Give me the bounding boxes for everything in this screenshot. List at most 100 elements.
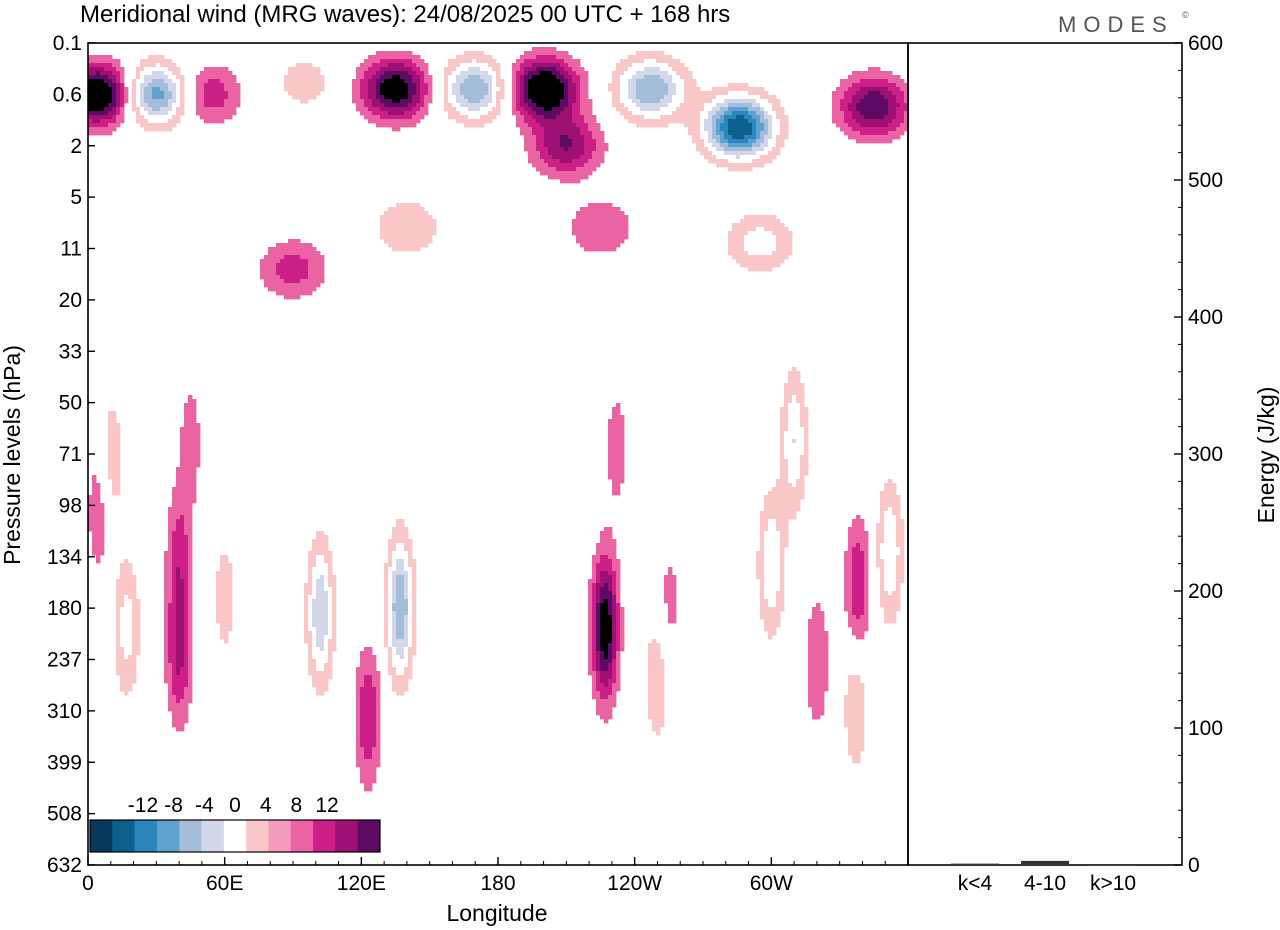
contour-cell	[832, 103, 837, 108]
contour-cell	[420, 67, 425, 72]
contour-cell	[600, 531, 605, 536]
contour-cell	[764, 139, 769, 144]
contour-cell	[620, 467, 625, 472]
contour-cell	[768, 519, 773, 524]
contour-cell	[760, 575, 765, 580]
contour-cell	[316, 587, 321, 592]
contour-cell	[268, 279, 273, 284]
contour-cell	[704, 131, 709, 136]
contour-cell	[232, 75, 237, 80]
contour-cell	[872, 107, 877, 112]
contour-cell	[160, 95, 165, 100]
contour-cell	[432, 219, 437, 224]
contour-cell	[852, 95, 857, 100]
contour-cell	[624, 227, 629, 232]
contour-cell	[776, 243, 781, 248]
contour-cell	[848, 131, 853, 136]
contour-cell	[364, 91, 369, 96]
contour-cell	[428, 231, 433, 236]
contour-cell	[512, 111, 517, 116]
contour-cell	[392, 83, 397, 88]
contour-cell	[528, 151, 533, 156]
contour-cell	[476, 63, 481, 68]
contour-cell	[712, 159, 717, 164]
contour-cell	[572, 91, 577, 96]
contour-cell	[300, 83, 305, 88]
contour-cell	[744, 91, 749, 96]
contour-cell	[748, 259, 753, 264]
contour-cell	[288, 243, 293, 248]
contour-cell	[360, 79, 365, 84]
contour-cell	[172, 539, 177, 544]
contour-cell	[588, 123, 593, 128]
contour-cell	[388, 59, 393, 64]
contour-cell	[188, 527, 193, 532]
contour-cell	[312, 275, 317, 280]
contour-cell	[780, 531, 785, 536]
contour-cell	[616, 423, 621, 428]
contour-cell	[712, 139, 717, 144]
contour-cell	[236, 99, 241, 104]
contour-cell	[860, 103, 865, 108]
contour-cell	[764, 583, 769, 588]
contour-cell	[856, 543, 861, 548]
contour-cell	[188, 431, 193, 436]
contour-cell	[624, 223, 629, 228]
contour-cell	[108, 431, 113, 436]
contour-cell	[772, 107, 777, 112]
contour-cell	[516, 71, 521, 76]
contour-cell	[796, 459, 801, 464]
contour-cell	[892, 523, 897, 528]
contour-cell	[276, 255, 281, 260]
contour-cell	[864, 135, 869, 140]
contour-cell	[692, 79, 697, 84]
contour-cell	[792, 471, 797, 476]
contour-cell	[548, 159, 553, 164]
contour-cell	[512, 67, 517, 72]
contour-cell	[592, 595, 597, 600]
contour-cell	[532, 119, 537, 124]
contour-cell	[888, 511, 893, 516]
contour-cell	[844, 579, 849, 584]
contour-cell	[872, 91, 877, 96]
contour-cell	[96, 503, 101, 508]
contour-cell	[592, 115, 597, 120]
contour-cell	[172, 99, 177, 104]
contour-cell	[768, 139, 773, 144]
contour-cell	[576, 239, 581, 244]
contour-cell	[280, 271, 285, 276]
contour-cell	[220, 71, 225, 76]
contour-cell	[512, 71, 517, 76]
contour-cell	[540, 119, 545, 124]
contour-cell	[296, 263, 301, 268]
contour-cell	[216, 87, 221, 92]
contour-cell	[304, 251, 309, 256]
contour-cell	[892, 79, 897, 84]
contour-cell	[852, 587, 857, 592]
contour-cell	[100, 95, 105, 100]
contour-cell	[120, 115, 125, 120]
contour-cell	[784, 403, 789, 408]
contour-cell	[552, 63, 557, 68]
contour-cell	[160, 87, 165, 92]
contour-cell	[776, 567, 781, 572]
contour-cell	[784, 527, 789, 532]
contour-cell	[592, 163, 597, 168]
contour-cell	[844, 559, 849, 564]
contour-cell	[424, 223, 429, 228]
contour-cell	[752, 103, 757, 108]
contour-cell	[608, 591, 613, 596]
contour-cell	[776, 479, 781, 484]
contour-cell	[752, 215, 757, 220]
contour-cell	[408, 539, 413, 544]
contour-cell	[616, 79, 621, 84]
contour-cell	[448, 83, 453, 88]
contour-cell	[600, 231, 605, 236]
contour-cell	[188, 559, 193, 564]
contour-cell	[844, 79, 849, 84]
contour-cell	[312, 583, 317, 588]
contour-cell	[700, 151, 705, 156]
contour-cell	[136, 75, 141, 80]
contour-cell	[132, 591, 137, 596]
contour-cell	[384, 87, 389, 92]
